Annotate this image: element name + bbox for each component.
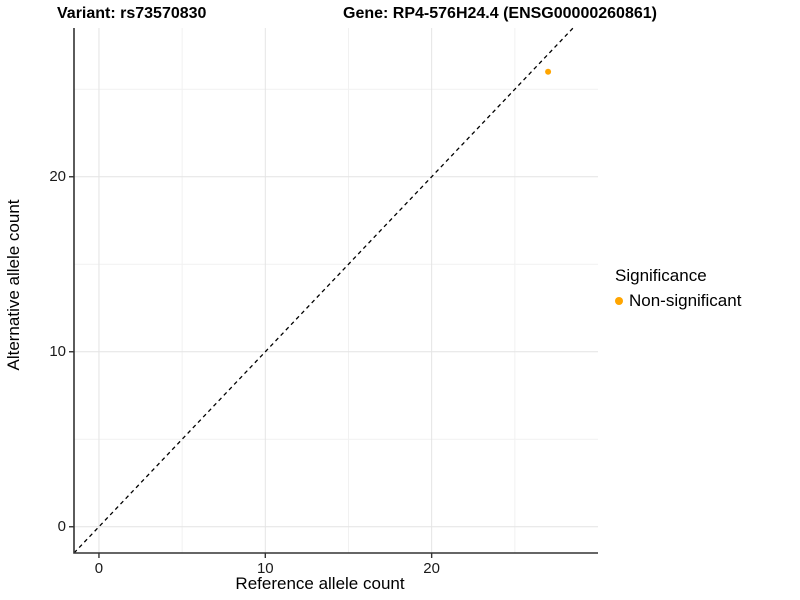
legend-point-swatch bbox=[615, 297, 623, 305]
legend-title: Significance bbox=[615, 266, 707, 285]
x-tick-label: 0 bbox=[94, 560, 104, 577]
x-axis-label: Reference allele count bbox=[235, 574, 405, 593]
legend-item-label: Non-significant bbox=[629, 291, 742, 310]
data-point bbox=[545, 68, 552, 75]
y-tick-label: 20 bbox=[49, 168, 66, 186]
y-tick-label: 10 bbox=[49, 343, 66, 361]
identity-dashed-line bbox=[73, 27, 574, 554]
axis-lines bbox=[73, 28, 598, 554]
plot-title-variant: Variant: rs73570830 bbox=[57, 5, 207, 22]
x-tick-label: 10 bbox=[256, 560, 274, 577]
legend-item-non-significant: Non-significant bbox=[615, 291, 741, 311]
plot-title-gene: Gene: RP4-576H24.4 (ENSG00000260861) bbox=[343, 5, 657, 22]
y-tick-label: 0 bbox=[57, 518, 66, 536]
x-tick-label: 20 bbox=[423, 560, 440, 577]
legend: Significance Non-significant bbox=[615, 266, 741, 311]
